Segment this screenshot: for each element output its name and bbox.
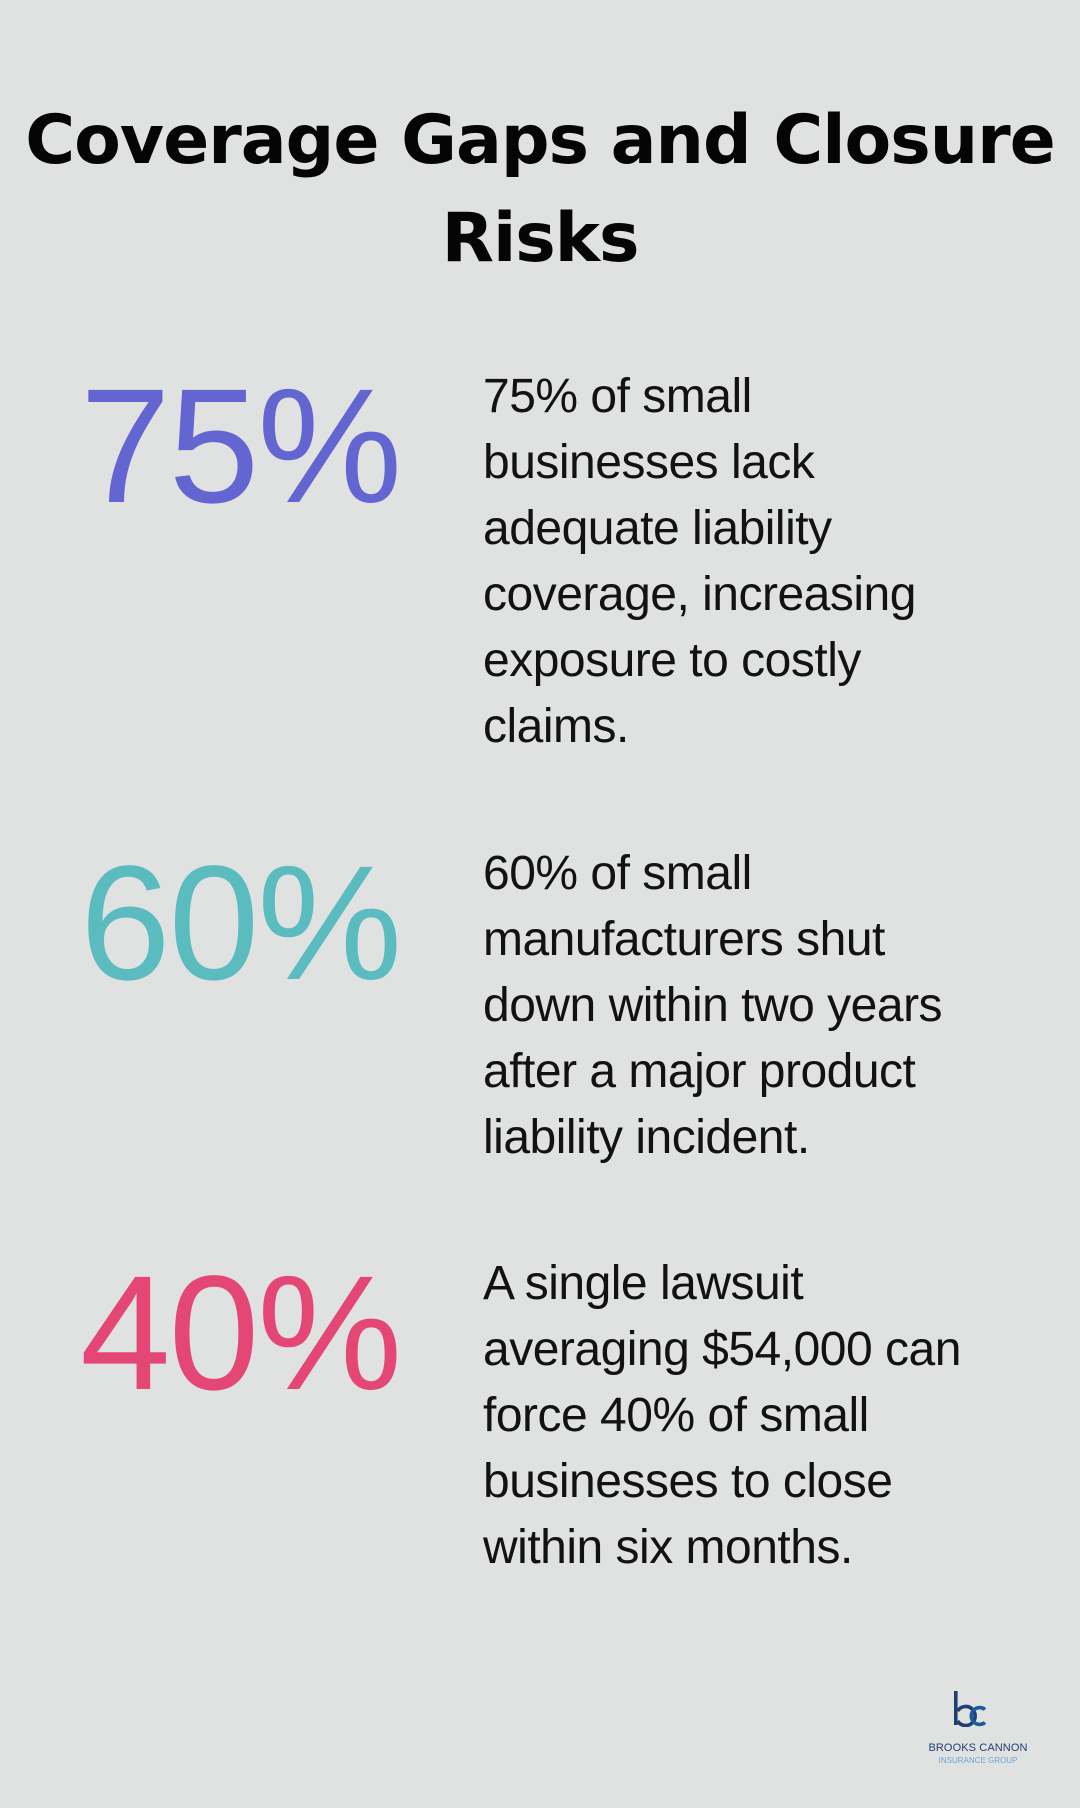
stat-description-line: averaging $54,000 can	[483, 1323, 961, 1376]
stat-description: A single lawsuit averaging $54,000 can f…	[483, 1251, 1043, 1581]
stat-description-line: coverage, increasing	[483, 568, 916, 621]
stat-description-line: exposure to costly	[483, 634, 861, 687]
bc-monogram-icon	[954, 1691, 987, 1727]
stat-description-line: 60% of small	[483, 847, 752, 900]
stat-description-line: within six months.	[483, 1521, 853, 1574]
stat-description-line: A single lawsuit	[483, 1257, 804, 1310]
title-line-1: Coverage Gaps and Closure	[25, 101, 1056, 180]
logo-company-name: BROOKS CANNON	[928, 1742, 1028, 1754]
stat-description-line: force 40% of small	[483, 1389, 869, 1442]
stat-description-line: 75% of small	[483, 370, 752, 423]
stat-description-line: manufacturers shut	[483, 913, 885, 966]
stat-value: 40%	[80, 1241, 402, 1424]
stat-description-line: after a major product	[483, 1045, 916, 1098]
stat-value: 60%	[80, 831, 402, 1014]
stat-description-line: claims.	[483, 700, 629, 753]
stat-description-line: adequate liability	[483, 502, 832, 555]
stat-description-line: businesses lack	[483, 436, 815, 489]
stat-description-line: down within two years	[483, 979, 943, 1032]
stat-description: 60% of small manufacturers shut down wit…	[483, 841, 1043, 1171]
stat-description: 75% of small businesses lack adequate li…	[483, 364, 1043, 760]
brand-logo: BROOKS CANNON INSURANCE GROUP	[922, 1688, 1034, 1772]
logo-company-subtitle: INSURANCE GROUP	[938, 1756, 1018, 1765]
stat-description-line: liability incident.	[483, 1111, 810, 1164]
stat-description-line: businesses to close	[483, 1455, 893, 1508]
stat-value: 75%	[80, 354, 402, 537]
page-title: Coverage Gaps and Closure Risks	[0, 92, 1080, 288]
title-line-2: Risks	[441, 199, 640, 278]
